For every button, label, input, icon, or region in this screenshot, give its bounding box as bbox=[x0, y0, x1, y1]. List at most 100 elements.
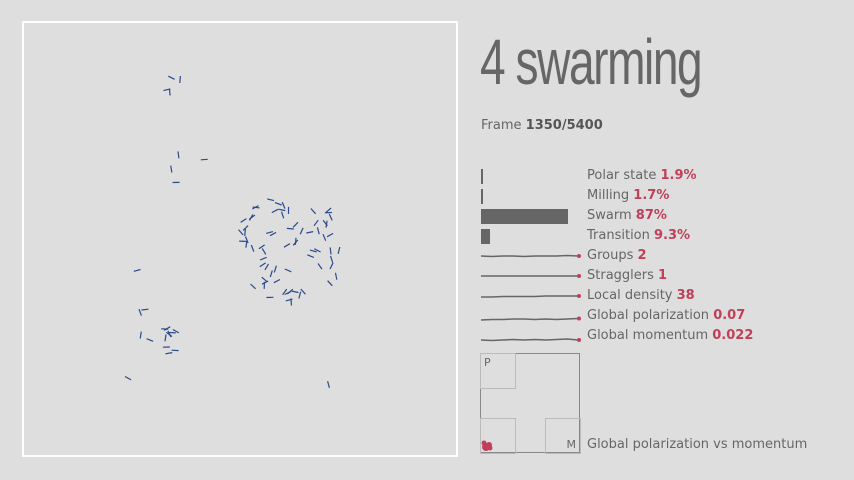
phase-quadrant-milling bbox=[545, 418, 581, 454]
agent bbox=[250, 283, 257, 290]
metric-milling: Milling 1.7% bbox=[481, 186, 841, 206]
agent bbox=[141, 308, 149, 311]
agent bbox=[273, 265, 277, 273]
metric-global-polarization: Global polarization 0.07 bbox=[481, 306, 841, 326]
sparkline-trace bbox=[481, 338, 579, 342]
agent bbox=[313, 219, 319, 227]
agent bbox=[310, 208, 317, 215]
agent bbox=[168, 75, 175, 80]
sparkline-endpoint bbox=[577, 316, 581, 321]
metric-value: 1 bbox=[658, 268, 668, 283]
agent bbox=[307, 254, 315, 258]
agent bbox=[284, 268, 292, 273]
agent bbox=[269, 270, 273, 278]
local-density-sparkline bbox=[481, 294, 581, 298]
metric-groups: Groups 2 bbox=[481, 246, 841, 266]
agent bbox=[294, 237, 297, 245]
metric-value: 0.07 bbox=[713, 308, 746, 323]
groups-sparkline bbox=[481, 254, 581, 258]
metric-local-density: Local density 38 bbox=[481, 286, 841, 306]
agent bbox=[314, 248, 321, 253]
metric-stragglers: Stragglers 1 bbox=[481, 266, 841, 286]
agent bbox=[168, 88, 171, 96]
agent bbox=[282, 288, 288, 296]
agent bbox=[280, 211, 285, 219]
agent bbox=[271, 208, 279, 214]
agent bbox=[317, 263, 323, 270]
agent bbox=[278, 208, 286, 212]
metric-value: 1.7% bbox=[633, 188, 670, 203]
metric-label: Swarm bbox=[587, 208, 632, 223]
agent bbox=[124, 375, 132, 381]
agent bbox=[329, 262, 334, 270]
agent bbox=[245, 240, 248, 248]
sparkline-trace bbox=[481, 254, 579, 258]
sparkline-trace bbox=[481, 317, 579, 321]
agent bbox=[165, 352, 173, 355]
agent bbox=[238, 229, 244, 236]
agent bbox=[172, 328, 180, 334]
phase-quadrant-polar bbox=[480, 353, 516, 389]
agent bbox=[139, 331, 142, 339]
agent bbox=[261, 276, 268, 283]
agent bbox=[179, 75, 181, 84]
swarm-bar bbox=[481, 209, 568, 224]
agent-field bbox=[124, 75, 341, 389]
metric-value: 2 bbox=[637, 248, 647, 263]
stragglers-sparkline bbox=[481, 274, 581, 278]
agent bbox=[327, 381, 330, 389]
phase-plot: P M bbox=[480, 353, 581, 454]
agent bbox=[258, 244, 266, 250]
agent bbox=[250, 244, 255, 252]
metric-label: Polar state bbox=[587, 168, 657, 183]
metric-value: 87% bbox=[635, 208, 667, 223]
metric-label: Stragglers bbox=[587, 268, 654, 283]
phase-point bbox=[487, 445, 493, 451]
phase-quadrant-swarm bbox=[480, 418, 516, 454]
agent bbox=[267, 198, 275, 202]
agent bbox=[322, 233, 327, 241]
agent bbox=[292, 221, 299, 228]
agent bbox=[170, 165, 173, 173]
simulation-canvas bbox=[22, 21, 458, 457]
agent bbox=[291, 290, 299, 294]
agent bbox=[328, 213, 333, 221]
phase-plot-label: Global polarization vs momentum bbox=[587, 437, 808, 452]
sparkline-trace bbox=[481, 295, 578, 298]
polar-state-bar bbox=[481, 169, 483, 184]
agent bbox=[266, 231, 274, 234]
agent bbox=[290, 298, 293, 306]
frame-counter: Frame 1350/5400 bbox=[481, 118, 603, 133]
agent bbox=[326, 232, 334, 238]
agent bbox=[200, 158, 208, 161]
page-title: 4 swarming bbox=[480, 26, 703, 98]
agent bbox=[242, 225, 249, 231]
sparkline-endpoint bbox=[577, 254, 581, 258]
transition-bar bbox=[481, 229, 490, 244]
agent bbox=[329, 255, 334, 263]
agent bbox=[337, 246, 341, 254]
agent bbox=[334, 272, 338, 280]
agent bbox=[281, 201, 286, 209]
agent bbox=[244, 228, 246, 236]
agent bbox=[163, 88, 171, 92]
metric-polar-state: Polar state 1.9% bbox=[481, 166, 841, 186]
agent bbox=[133, 268, 141, 272]
metric-label: Global momentum bbox=[587, 328, 709, 343]
metric-label: Local density bbox=[587, 288, 673, 303]
agent bbox=[284, 290, 292, 296]
agent bbox=[259, 256, 267, 261]
metric-value: 9.3% bbox=[654, 228, 691, 243]
agent bbox=[177, 151, 180, 159]
agent bbox=[298, 291, 302, 299]
frame-value: 1350/5400 bbox=[525, 118, 603, 133]
agent bbox=[327, 280, 333, 287]
agent bbox=[244, 236, 249, 244]
sparkline-endpoint bbox=[577, 338, 581, 342]
agent bbox=[164, 334, 167, 342]
agent bbox=[146, 338, 154, 342]
agent bbox=[259, 262, 266, 268]
agent bbox=[329, 247, 332, 255]
agent bbox=[248, 214, 256, 220]
phase-x-label: M bbox=[566, 438, 577, 451]
